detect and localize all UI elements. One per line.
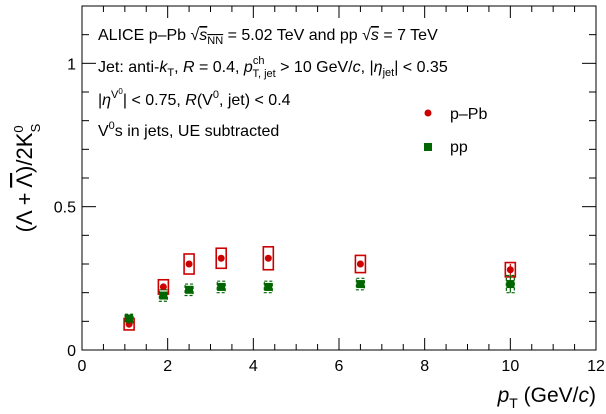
legend-label-ppb: p–Pb — [450, 106, 487, 123]
legend-label-pp: pp — [450, 139, 468, 156]
annotation-line-1: ALICE p–Pb √sNN = 5.02 TeV and pp √s = 7… — [98, 27, 438, 47]
point-1-2 — [185, 285, 194, 294]
point-0-3 — [217, 254, 225, 262]
point-1-3 — [217, 282, 226, 291]
y-tick-label-0: 0 — [67, 343, 76, 360]
point-1-1 — [159, 291, 168, 300]
x-axis-label: pT (GeV/c) — [497, 384, 596, 411]
legend-marker-pp — [424, 143, 432, 151]
chart-marks — [123, 246, 517, 331]
y-tick-label-1: 0.5 — [54, 200, 76, 217]
point-0-1 — [159, 283, 167, 291]
annotation-line-2: Jet: anti-kT, R = 0.4, pch T, jet > 10 Ge… — [98, 55, 448, 80]
syst-box-0-2 — [183, 253, 195, 275]
x-tick-label-5: 10 — [501, 358, 519, 375]
x-tick-label-0: 0 — [78, 358, 87, 375]
legend: p–Pb pp — [424, 106, 487, 156]
annotation-line-3: |ηV0| < 0.75, R(V0, jet) < 0.4 — [98, 87, 291, 109]
point-1-6 — [506, 280, 515, 289]
x-tick-label-2: 4 — [249, 358, 258, 375]
syst-box-0-3 — [215, 247, 228, 270]
syst-box-0-5 — [354, 254, 367, 274]
point-0-6 — [506, 266, 514, 274]
point-0-2 — [185, 260, 193, 268]
syst-box-0-4 — [262, 246, 275, 271]
axis-ticks: 0 2 4 6 8 10 12 0 0.5 1 — [54, 6, 605, 375]
point-0-5 — [356, 260, 364, 268]
point-1-0 — [125, 314, 134, 323]
x-tick-label-6: 12 — [587, 358, 605, 375]
legend-marker-ppb — [424, 109, 432, 117]
point-1-4 — [264, 282, 273, 291]
y-axis-label: (Λ + Λ)/2K0 S — [11, 123, 43, 232]
series-1 — [124, 274, 515, 324]
point-1-5 — [356, 280, 365, 289]
x-tick-label-3: 6 — [335, 358, 344, 375]
x-tick-label-4: 8 — [420, 358, 429, 375]
annotation-line-4: V0s in jets, UE subtracted — [98, 120, 279, 140]
y-tick-label-2: 1 — [67, 56, 76, 73]
series-0 — [123, 246, 517, 331]
x-tick-label-1: 2 — [163, 358, 172, 375]
point-0-4 — [264, 254, 272, 262]
